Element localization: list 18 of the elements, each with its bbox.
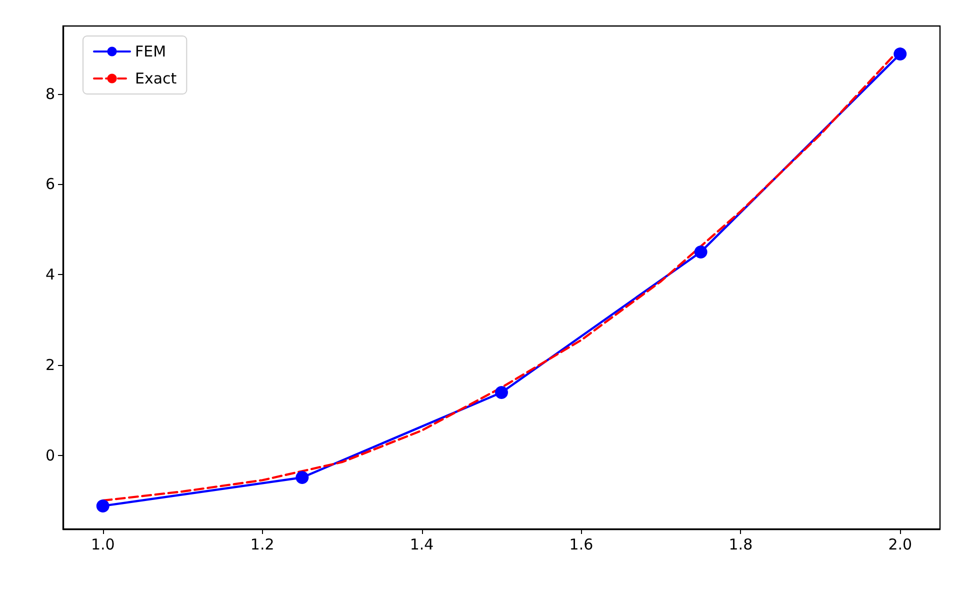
y-tick-label: 4 xyxy=(45,266,55,284)
legend-label: Exact xyxy=(135,70,177,88)
legend-label: FEM xyxy=(135,42,166,60)
x-tick-label: 1.2 xyxy=(250,536,274,554)
point xyxy=(495,386,508,400)
y-tick-label: 2 xyxy=(45,356,55,374)
point xyxy=(296,470,309,484)
x-tick-label: 1.6 xyxy=(569,536,594,554)
x-tick-label: 1.0 xyxy=(90,536,115,554)
y-tick-label: 0 xyxy=(45,446,55,464)
point xyxy=(96,499,110,512)
point xyxy=(694,245,708,258)
y-tick-label: 6 xyxy=(45,175,55,194)
x-tick-label: 1.4 xyxy=(410,536,434,554)
point xyxy=(894,48,907,61)
y-tick-label: 8 xyxy=(45,84,55,103)
x-tick-label: 1.8 xyxy=(728,536,753,554)
x-tick-label: 2.0 xyxy=(888,536,912,554)
